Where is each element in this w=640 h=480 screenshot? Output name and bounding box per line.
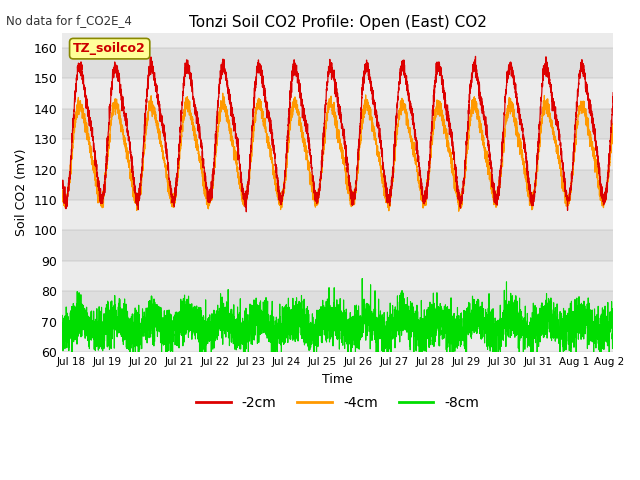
Text: TZ_soilco2: TZ_soilco2 [74,42,146,55]
Bar [62,230,613,261]
Bar [62,108,613,139]
Text: No data for f_CO2E_4: No data for f_CO2E_4 [6,14,132,27]
Bar [62,139,613,169]
Bar [62,78,613,108]
Bar [62,291,613,322]
Legend: -2cm, -4cm, -8cm: -2cm, -4cm, -8cm [190,391,485,416]
Title: Tonzi Soil CO2 Profile: Open (East) CO2: Tonzi Soil CO2 Profile: Open (East) CO2 [189,15,486,30]
Bar [62,169,613,200]
Y-axis label: Soil CO2 (mV): Soil CO2 (mV) [15,149,28,236]
Bar [62,322,613,352]
X-axis label: Time: Time [323,372,353,385]
Bar [62,48,613,78]
Bar [62,261,613,291]
Bar [62,200,613,230]
